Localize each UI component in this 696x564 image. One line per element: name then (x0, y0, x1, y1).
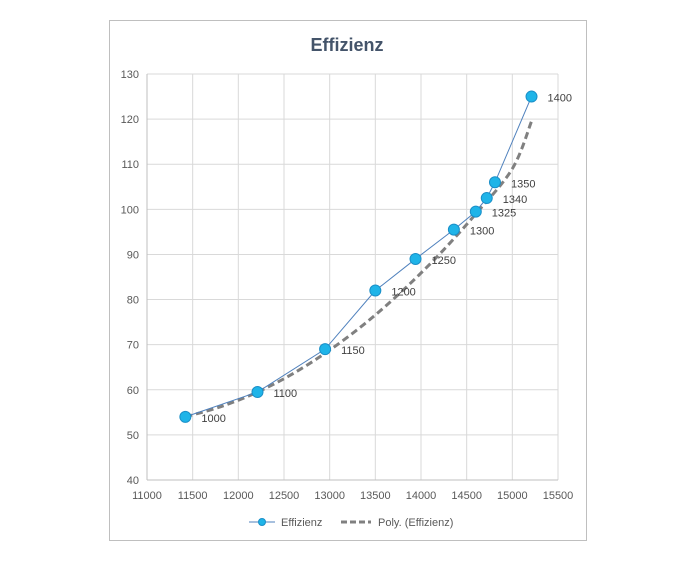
data-point (369, 284, 382, 297)
data-label: 1250 (432, 255, 456, 267)
legend: Effizienz Poly. (Effizienz) (249, 517, 453, 529)
data-point (447, 223, 460, 236)
legend-label-effizienz: Effizienz (281, 517, 322, 529)
data-label: 1100 (274, 388, 298, 400)
trendline-path (184, 120, 533, 419)
data-point (525, 90, 538, 103)
y-tick-label: 120 (121, 114, 139, 126)
data-series (179, 90, 538, 423)
data-label: 1200 (391, 287, 415, 299)
data-label: 1340 (503, 194, 527, 206)
y-tick-label: 90 (127, 249, 139, 261)
data-label: 1350 (511, 178, 535, 190)
y-tick-label: 80 (127, 295, 139, 307)
y-tick-label: 50 (127, 430, 139, 442)
data-label: 1300 (470, 226, 494, 238)
data-label: 1325 (492, 208, 516, 220)
x-tick-label: 14000 (406, 490, 437, 502)
x-tick-label: 13000 (314, 490, 345, 502)
trendline-series (184, 120, 533, 419)
y-axis-ticks: 40 50 60 70 80 90 100 110 120 130 (121, 69, 139, 487)
chart-title: Effizienz (310, 35, 383, 55)
y-tick-label: 60 (127, 385, 139, 397)
legend-label-poly: Poly. (Effizienz) (378, 517, 453, 529)
x-tick-label: 14500 (451, 490, 482, 502)
x-tick-label: 11500 (178, 490, 208, 502)
data-label: 1400 (548, 93, 572, 105)
data-label: 1000 (201, 413, 225, 425)
x-tick-label: 15500 (543, 490, 574, 502)
series-line (185, 96, 532, 418)
x-tick-label: 12000 (223, 490, 254, 502)
chart-area (109, 20, 587, 541)
y-tick-label: 70 (127, 340, 139, 352)
data-point (319, 343, 332, 356)
y-tick-label: 130 (121, 69, 139, 81)
data-point (179, 410, 192, 423)
x-tick-label: 15000 (497, 490, 528, 502)
data-label: 1150 (341, 345, 365, 357)
data-point (469, 205, 482, 218)
y-tick-label: 110 (121, 159, 139, 171)
x-tick-label: 11000 (132, 490, 162, 502)
data-point (409, 252, 422, 265)
y-tick-label: 100 (121, 204, 139, 216)
data-point (488, 176, 501, 189)
data-labels: 1000 1100 1150 1200 1250 1300 1325 1340 1350 1400 (201, 93, 572, 425)
axes (146, 74, 558, 481)
x-axis-ticks: 11000 11500 12000 12500 13000 13500 14000 14500… (132, 490, 573, 502)
y-tick-label: 40 (127, 475, 139, 487)
x-tick-label: 12500 (269, 490, 300, 502)
data-point (480, 192, 493, 205)
x-tick-label: 13500 (360, 490, 391, 502)
data-point (251, 386, 264, 399)
gridlines (147, 73, 559, 480)
legend-marker-effizienz (258, 518, 266, 526)
